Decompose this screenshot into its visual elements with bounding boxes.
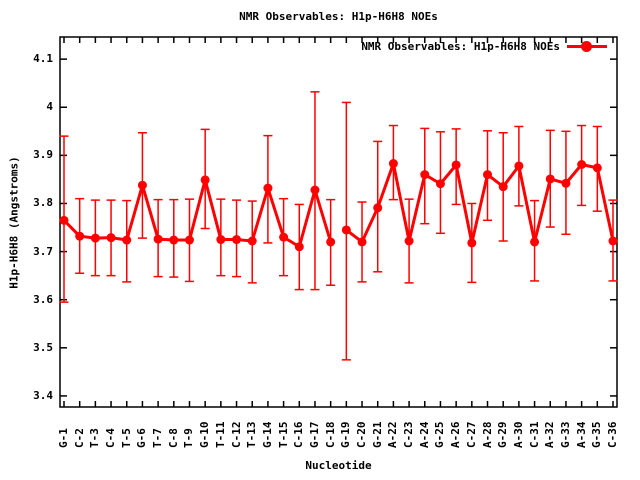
series-line: [345, 162, 615, 245]
plot-border: [59, 36, 618, 408]
x-tick-label: G-33: [558, 421, 572, 449]
x-tick-label: T-15: [276, 421, 290, 449]
x-tick-label: C-31: [527, 421, 541, 449]
x-tick-label: C-20: [355, 421, 369, 449]
x-tick-label: G-35: [590, 421, 604, 449]
legend-label: NMR Observables: H1p-H6H8 NOEs: [361, 40, 560, 53]
data-point: [247, 236, 257, 246]
data-point: [153, 234, 163, 244]
data-point: [326, 237, 336, 247]
x-tick-label: T-11: [213, 421, 227, 449]
x-tick-label: G-6: [135, 428, 149, 448]
legend: NMR Observables: H1p-H6H8 NOEs: [0, 40, 607, 53]
x-tick-label: A-28: [480, 421, 494, 449]
y-tick-label: 4: [46, 100, 53, 114]
x-tick-label: G-14: [260, 421, 274, 449]
data-point: [577, 160, 587, 170]
x-tick-label: A-26: [449, 421, 463, 449]
data-point: [137, 180, 147, 190]
x-tick-label: G-19: [339, 421, 353, 449]
data-point: [467, 238, 477, 248]
data-point: [545, 174, 555, 184]
data-point: [279, 232, 289, 242]
x-tick-label: T-13: [245, 421, 259, 449]
x-tick-label: A-30: [511, 421, 525, 449]
y-tick-label: 3.7: [33, 244, 53, 258]
data-point: [435, 179, 445, 189]
data-point: [59, 215, 69, 225]
x-tick-label: C-8: [166, 428, 180, 448]
y-tick-label: 3.4: [33, 388, 53, 402]
data-point: [75, 231, 85, 241]
data-point: [341, 225, 351, 235]
x-tick-label: T-9: [182, 428, 196, 448]
x-tick-label: C-27: [464, 421, 478, 449]
x-tick-label: C-36: [606, 421, 619, 449]
data-point: [216, 235, 226, 245]
y-tick-label: 3.6: [33, 292, 53, 306]
x-tick-label: A-34: [574, 421, 588, 449]
y-tick-label: 3.9: [33, 148, 53, 162]
data-point: [263, 183, 273, 193]
data-point: [184, 235, 194, 245]
x-tick-label: G-29: [496, 421, 510, 449]
x-tick-label: C-2: [72, 428, 86, 448]
x-tick-label: A-24: [417, 421, 431, 449]
x-tick-label: T-3: [88, 428, 102, 448]
data-point: [169, 235, 179, 245]
x-tick-label: C-16: [292, 421, 306, 449]
data-point: [90, 233, 100, 243]
x-tick-label: A-32: [543, 421, 557, 449]
x-tick-label: C-12: [229, 421, 243, 449]
data-point: [514, 161, 524, 171]
x-tick-label: C-18: [323, 421, 337, 449]
data-point: [483, 170, 493, 180]
data-point: [420, 170, 430, 180]
data-point: [451, 160, 461, 170]
data-point: [122, 235, 132, 245]
x-tick-label: A-22: [386, 421, 400, 449]
x-tick-label: G-25: [433, 421, 447, 449]
x-tick-label: C-4: [104, 428, 118, 448]
x-tick-label: C-23: [402, 421, 416, 449]
legend-marker-icon: [581, 41, 592, 52]
data-point: [106, 233, 116, 243]
data-point: [498, 182, 508, 192]
data-point: [404, 236, 414, 246]
data-point: [357, 237, 367, 247]
data-point: [294, 242, 304, 252]
legend-sample: [567, 40, 607, 53]
y-tick-label: 3.8: [33, 196, 53, 210]
x-tick-label: G-1: [57, 428, 70, 448]
data-point: [232, 235, 242, 245]
x-tick-label: T-7: [151, 428, 165, 448]
x-tick-label: G-17: [307, 421, 321, 449]
data-point: [373, 203, 383, 213]
x-tick-label: G-10: [198, 421, 212, 449]
chart-title: NMR Observables: H1p-H6H8 NOEs: [239, 10, 438, 23]
data-point: [310, 185, 320, 195]
x-tick-label: T-5: [119, 428, 133, 448]
data-point: [530, 237, 540, 247]
y-tick-label: 4.1: [33, 52, 53, 66]
y-tick-label: 3.5: [33, 340, 53, 354]
x-tick-label: G-21: [370, 421, 384, 449]
data-point: [561, 178, 571, 188]
data-point: [200, 175, 210, 185]
data-point: [608, 236, 618, 246]
series-line: [62, 178, 333, 249]
data-point: [592, 163, 602, 173]
x-axis-label: Nucleotide: [305, 459, 372, 472]
data-point: [388, 159, 398, 169]
